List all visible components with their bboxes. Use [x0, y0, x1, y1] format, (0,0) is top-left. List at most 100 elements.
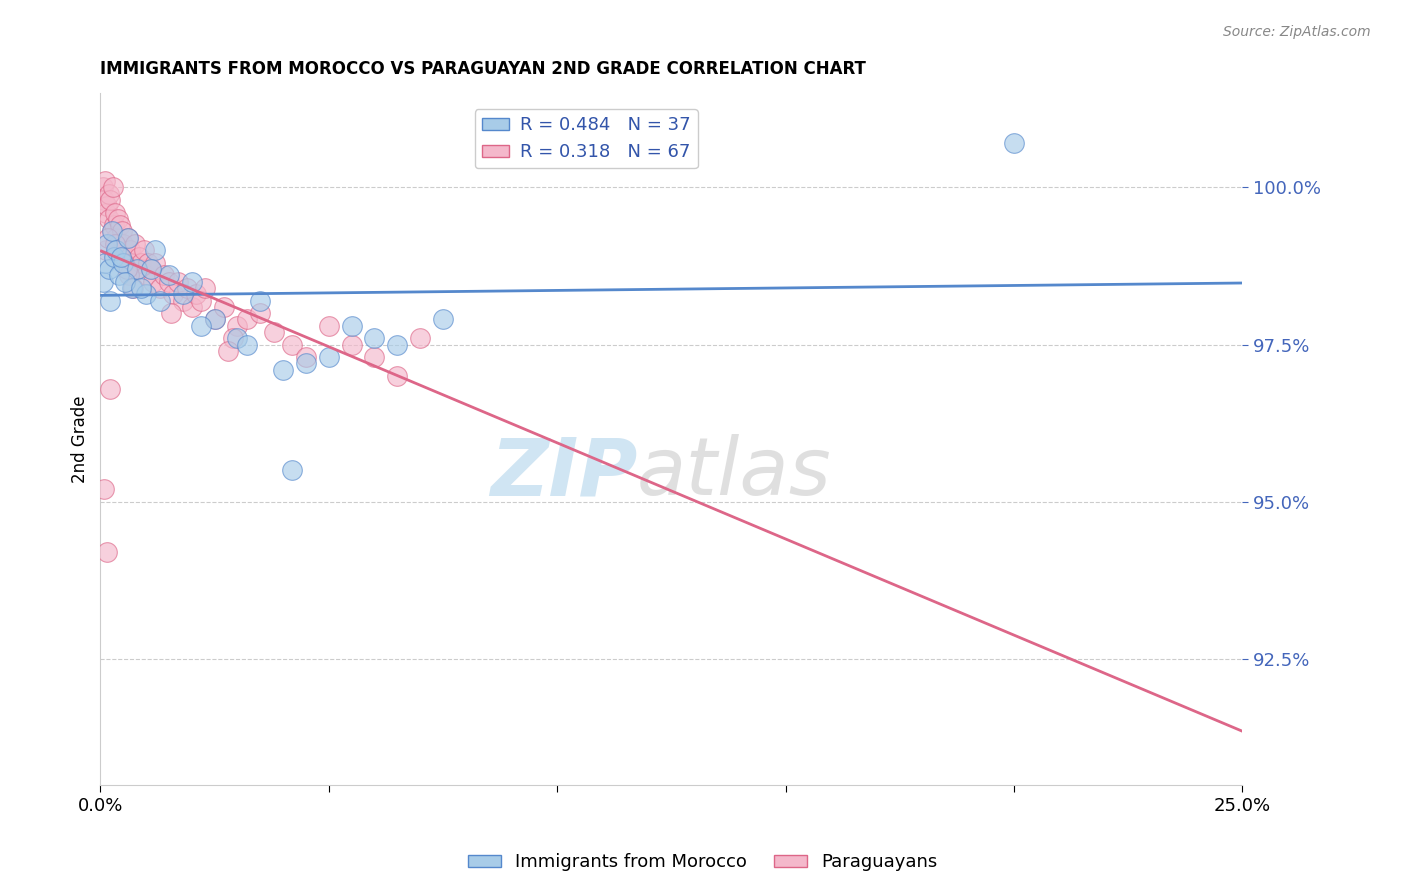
Point	[1002, 136, 1025, 151]
Point	[97, 186, 120, 201]
Point	[93, 193, 115, 207]
Point	[180, 300, 202, 314]
Point	[94, 256, 117, 270]
Point	[107, 211, 129, 226]
Legend: Immigrants from Morocco, Paraguayans: Immigrants from Morocco, Paraguayans	[461, 847, 945, 879]
Point	[249, 306, 271, 320]
Point	[112, 237, 135, 252]
Point	[128, 250, 150, 264]
Point	[114, 250, 136, 264]
Point	[107, 268, 129, 283]
Point	[112, 256, 135, 270]
Point	[97, 230, 120, 244]
Point	[271, 362, 294, 376]
Point	[135, 268, 157, 283]
Point	[104, 237, 127, 252]
Point	[94, 205, 117, 219]
Y-axis label: 2nd Grade: 2nd Grade	[72, 395, 89, 483]
Point	[172, 287, 194, 301]
Point	[295, 350, 318, 364]
Point	[105, 244, 128, 258]
Point	[98, 262, 121, 277]
Point	[98, 211, 121, 226]
Point	[194, 281, 217, 295]
Point	[108, 218, 131, 232]
Text: ZIP: ZIP	[489, 434, 637, 513]
Text: IMMIGRANTS FROM MOROCCO VS PARAGUAYAN 2ND GRADE CORRELATION CHART: IMMIGRANTS FROM MOROCCO VS PARAGUAYAN 2N…	[100, 60, 866, 78]
Point	[91, 275, 114, 289]
Point	[180, 275, 202, 289]
Point	[110, 244, 132, 258]
Point	[226, 331, 249, 345]
Point	[131, 256, 153, 270]
Point	[295, 356, 318, 370]
Point	[114, 275, 136, 289]
Point	[363, 331, 385, 345]
Point	[222, 331, 245, 345]
Point	[103, 250, 125, 264]
Legend: R = 0.484   N = 37, R = 0.318   N = 67: R = 0.484 N = 37, R = 0.318 N = 67	[475, 109, 697, 169]
Point	[104, 205, 127, 219]
Point	[340, 337, 363, 351]
Point	[318, 318, 340, 333]
Point	[235, 312, 257, 326]
Point	[115, 262, 138, 277]
Point	[281, 337, 304, 351]
Point	[93, 482, 115, 496]
Point	[111, 224, 134, 238]
Point	[167, 275, 190, 289]
Text: Source: ZipAtlas.com: Source: ZipAtlas.com	[1223, 25, 1371, 39]
Point	[387, 369, 409, 384]
Point	[149, 281, 172, 295]
Point	[100, 224, 122, 238]
Point	[122, 281, 145, 295]
Point	[100, 224, 122, 238]
Point	[100, 382, 122, 396]
Point	[96, 199, 118, 213]
Point	[143, 244, 166, 258]
Point	[101, 180, 124, 194]
Point	[153, 268, 176, 283]
Point	[103, 218, 125, 232]
Point	[136, 256, 159, 270]
Point	[249, 293, 271, 308]
Point	[190, 293, 212, 308]
Point	[117, 230, 139, 244]
Point	[340, 318, 363, 333]
Point	[160, 306, 183, 320]
Text: atlas: atlas	[637, 434, 832, 513]
Point	[157, 268, 180, 283]
Point	[363, 350, 385, 364]
Point	[139, 262, 162, 277]
Point	[121, 281, 143, 295]
Point	[432, 312, 454, 326]
Point	[91, 180, 114, 194]
Point	[217, 343, 239, 358]
Point	[139, 262, 162, 277]
Point	[135, 287, 157, 301]
Point	[204, 312, 226, 326]
Point	[118, 244, 141, 258]
Point	[172, 293, 194, 308]
Point	[281, 463, 304, 477]
Point	[110, 250, 132, 264]
Point	[162, 287, 184, 301]
Point	[96, 244, 118, 258]
Point	[263, 325, 285, 339]
Point	[186, 287, 208, 301]
Point	[107, 237, 129, 252]
Point	[118, 268, 141, 283]
Point	[149, 293, 172, 308]
Point	[117, 230, 139, 244]
Point	[125, 262, 148, 277]
Point	[409, 331, 432, 345]
Point	[96, 545, 118, 559]
Point	[176, 281, 198, 295]
Point	[132, 244, 155, 258]
Point	[100, 193, 122, 207]
Point	[124, 237, 146, 252]
Point	[387, 337, 409, 351]
Point	[112, 256, 135, 270]
Point	[96, 237, 118, 252]
Point	[204, 312, 226, 326]
